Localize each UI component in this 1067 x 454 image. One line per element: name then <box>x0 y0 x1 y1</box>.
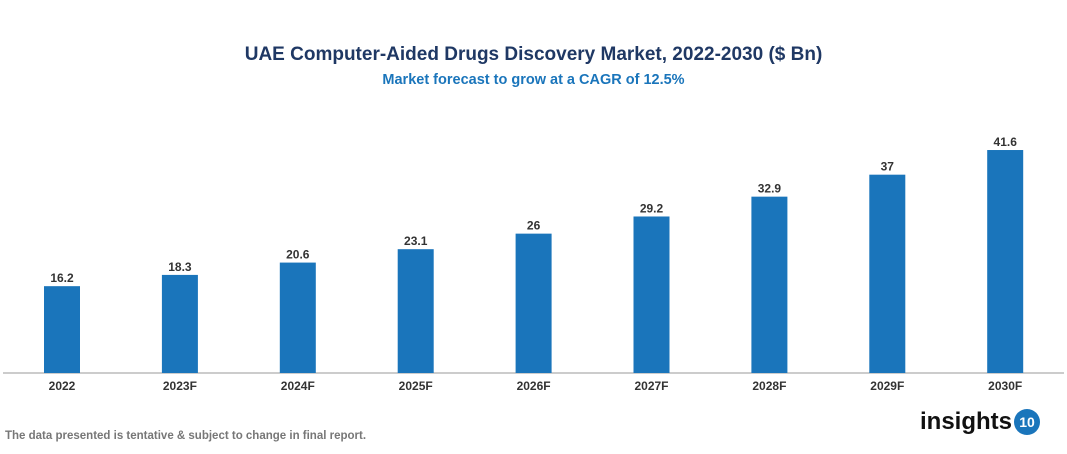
bar-2030F <box>987 150 1024 373</box>
bar-2026F <box>515 233 552 373</box>
bar-2029F <box>869 174 906 373</box>
x-tick-label: 2023F <box>163 379 197 393</box>
x-tick-label: 2029F <box>870 379 904 393</box>
data-label: 29.2 <box>640 201 664 215</box>
insights10-logo: insights 10 <box>920 408 1041 436</box>
data-label: 18.3 <box>168 260 192 274</box>
chart-title: UAE Computer-Aided Drugs Discovery Marke… <box>244 44 823 65</box>
x-tick-label: 2022 <box>49 379 76 393</box>
data-label: 41.6 <box>994 135 1018 149</box>
data-label: 23.1 <box>404 234 428 248</box>
x-tick-label: 2026F <box>517 379 551 393</box>
chart-subtitle: Market forecast to grow at a CAGR of 12.… <box>382 72 685 88</box>
x-tick-label: 2027F <box>634 379 668 393</box>
data-label: 20.6 <box>286 248 310 262</box>
bar-2024F <box>279 262 316 373</box>
data-label: 26 <box>527 219 541 233</box>
disclaimer-note: The data presented is tentative & subjec… <box>5 430 367 442</box>
data-label: 32.9 <box>758 182 782 196</box>
x-tick-label: 2030F <box>988 379 1022 393</box>
bar-2025F <box>397 249 434 373</box>
x-tick-label: 2028F <box>752 379 786 393</box>
x-tick-label: 2024F <box>281 379 315 393</box>
bar-2027F <box>633 216 670 373</box>
logo-text: insights <box>920 408 1013 435</box>
bar-2022 <box>44 286 80 373</box>
x-tick-label: 2025F <box>399 379 433 393</box>
data-label: 16.2 <box>50 271 74 285</box>
logo-badge: 10 <box>1014 409 1041 435</box>
data-label: 37 <box>881 160 895 174</box>
bar-2028F <box>751 196 788 373</box>
bar-2023F <box>161 274 198 373</box>
